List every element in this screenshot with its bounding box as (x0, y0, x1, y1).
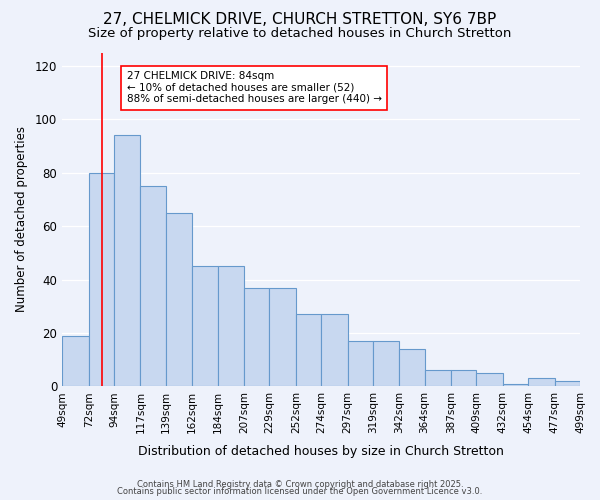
Bar (244, 288, 269, 386)
Bar (373, 341, 400, 386)
Bar (503, 384, 528, 386)
Bar (425, 370, 451, 386)
Y-axis label: Number of detached properties: Number of detached properties (15, 126, 28, 312)
Bar (218, 266, 244, 386)
Bar (451, 370, 476, 386)
Bar (114, 136, 140, 386)
Text: 27 CHELMICK DRIVE: 84sqm
← 10% of detached houses are smaller (52)
88% of semi-d: 27 CHELMICK DRIVE: 84sqm ← 10% of detach… (127, 71, 382, 104)
Bar (347, 341, 373, 386)
Text: Contains public sector information licensed under the Open Government Licence v3: Contains public sector information licen… (118, 487, 482, 496)
Bar (296, 314, 321, 386)
Bar (528, 378, 554, 386)
Bar (140, 186, 166, 386)
Bar (476, 373, 503, 386)
Bar (89, 172, 114, 386)
Bar (269, 288, 296, 386)
Bar (166, 213, 192, 386)
Bar (321, 314, 347, 386)
Text: 27, CHELMICK DRIVE, CHURCH STRETTON, SY6 7BP: 27, CHELMICK DRIVE, CHURCH STRETTON, SY6… (103, 12, 497, 28)
Bar (554, 381, 580, 386)
Text: Size of property relative to detached houses in Church Stretton: Size of property relative to detached ho… (88, 28, 512, 40)
Text: Contains HM Land Registry data © Crown copyright and database right 2025.: Contains HM Land Registry data © Crown c… (137, 480, 463, 489)
Bar (62, 336, 89, 386)
X-axis label: Distribution of detached houses by size in Church Stretton: Distribution of detached houses by size … (138, 444, 504, 458)
Bar (400, 349, 425, 387)
Bar (192, 266, 218, 386)
